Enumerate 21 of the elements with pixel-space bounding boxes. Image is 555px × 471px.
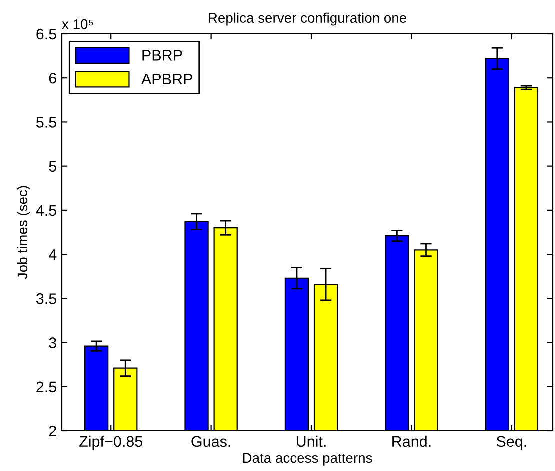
y-axis-title: Job times (sec) — [17, 186, 30, 280]
x-tick-label: Zipf−0.85 — [80, 436, 143, 450]
text: x 10⁵ — [62, 19, 94, 30]
x-tick-label: Seq. — [496, 436, 526, 450]
y-tick-label: 6 — [49, 72, 56, 84]
x-tick-label: Guas. — [192, 436, 230, 448]
y-tick-label: 6.5 — [36, 28, 56, 40]
chart-title: Replica server configuration one — [209, 12, 406, 26]
x-tick-label: Unit. — [296, 436, 326, 448]
x-tick-label: Rand. — [392, 436, 431, 448]
legend-label: PBRP — [142, 50, 182, 61]
y-tick-label: 3 — [49, 338, 56, 348]
y-tick-label: 2.5 — [36, 382, 56, 393]
y-tick-label: 3.5 — [36, 294, 56, 304]
y-tick-label: 4.5 — [36, 205, 56, 216]
y-tick-label: 4 — [48, 250, 57, 260]
y-tick-label: 5.5 — [36, 117, 56, 128]
x-axis-title: Data access patterns — [243, 453, 372, 466]
y-tick-label: 2 — [49, 426, 56, 437]
legend-label: APBRP — [141, 74, 192, 85]
y-tick-label: 5 — [49, 161, 56, 172]
